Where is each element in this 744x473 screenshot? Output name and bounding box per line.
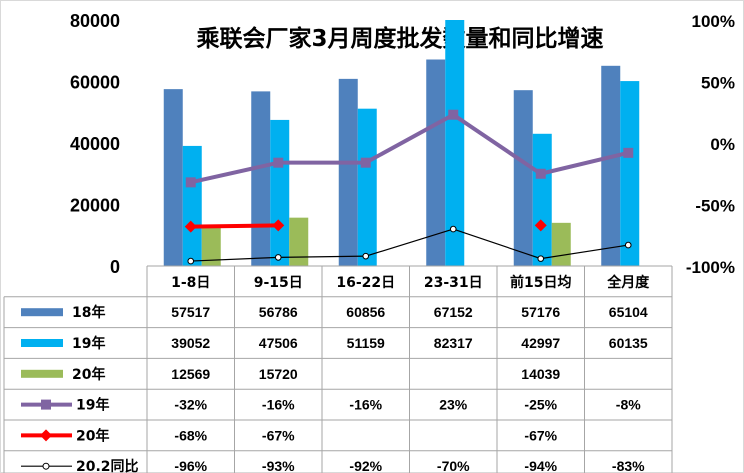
legend-marker-diamond — [40, 429, 52, 442]
line-series-1 — [190, 112, 629, 185]
bar-1-4 — [426, 59, 446, 266]
right-axis-tick: 100% — [692, 12, 735, 31]
marker-square — [273, 157, 284, 168]
table-cell: 12569 — [171, 366, 210, 382]
legend-marker-square — [41, 399, 51, 410]
bar-1-1 — [163, 89, 183, 266]
category-label: 1-8日 — [171, 275, 210, 291]
table-cell: -68% — [174, 427, 207, 443]
marker-circle — [362, 252, 370, 260]
table-cell: 56786 — [259, 304, 298, 320]
table-cell: 57176 — [521, 304, 560, 320]
category-label: 前15日均 — [510, 274, 571, 291]
bar-3-1 — [201, 227, 221, 266]
table-cell: -96% — [174, 458, 207, 473]
marker-diamond — [534, 219, 547, 232]
table-cell: 51159 — [347, 335, 385, 351]
table-cell: -25% — [524, 397, 557, 413]
legend-key-2 — [21, 339, 63, 347]
bar-1-2 — [251, 91, 271, 266]
table-cell: -93% — [262, 458, 295, 473]
marker-square — [535, 168, 546, 179]
table-cell: -16% — [349, 397, 382, 413]
chart-title: 乘联会厂家3月周度批发数量和同比增速 — [195, 25, 603, 52]
right-axis-tick: 0% — [710, 135, 735, 154]
table-cell: -67% — [262, 427, 295, 443]
marker-square — [623, 147, 634, 158]
bar-3-2 — [289, 217, 309, 266]
legend-label: 19年 — [72, 335, 105, 352]
legend-label: 20年 — [72, 366, 105, 383]
category-label: 全月度 — [606, 274, 650, 291]
table-cell: 23% — [439, 397, 468, 413]
bar-3-5 — [551, 222, 571, 266]
marker-square — [185, 177, 196, 188]
table-cell: 15720 — [259, 366, 298, 382]
left-axis-tick: 40000 — [70, 134, 120, 154]
marker-diamond — [272, 219, 285, 232]
table-cell: 82317 — [434, 335, 473, 351]
bar-2-4 — [445, 20, 465, 266]
table-cell: 47506 — [259, 335, 298, 351]
bar-2-1 — [182, 145, 202, 266]
marker-circle — [274, 254, 282, 261]
line-series-2 — [190, 223, 279, 229]
table-cell: -8% — [616, 397, 641, 413]
bar-1-6 — [601, 65, 621, 266]
legend-marker-circle — [42, 462, 50, 470]
right-axis-tick: -50% — [695, 197, 735, 216]
table-cell: 60856 — [346, 304, 385, 320]
marker-circle — [187, 257, 195, 265]
bar-2-6 — [620, 81, 640, 267]
table-cell: -32% — [174, 397, 207, 413]
bar-2-5 — [532, 133, 552, 266]
category-label: 16-22日 — [336, 275, 395, 291]
table-cell: 39052 — [171, 335, 210, 351]
legend-label: 20年 — [76, 427, 109, 444]
bar-marks — [163, 20, 640, 267]
right-axis-tick: 50% — [701, 74, 735, 93]
bar-1-3 — [338, 78, 358, 266]
table-cell: -83% — [612, 458, 645, 473]
axes: 0 20000 40000 60000 80000 -100% -50% 0% 50% 100% — [70, 11, 735, 277]
marker-circle — [449, 225, 457, 233]
right-axis-tick: -100% — [686, 258, 735, 277]
left-axis-tick: 60000 — [70, 73, 120, 93]
bar-2-3 — [357, 108, 377, 267]
table-cell: 65104 — [609, 304, 648, 320]
table-cell: 57517 — [171, 304, 210, 320]
table-cell: -67% — [524, 427, 557, 443]
table-cell: -16% — [262, 397, 295, 413]
marker-circle — [624, 241, 632, 249]
marker-square — [448, 109, 459, 120]
table-cell: 67152 — [434, 304, 473, 320]
bar-1-5 — [513, 90, 533, 266]
legend-label: 18年 — [72, 304, 105, 321]
table-cell: -70% — [437, 458, 470, 473]
legend-key-1 — [21, 308, 63, 317]
marker-diamond — [184, 220, 197, 233]
table-cell: 14039 — [521, 366, 560, 382]
legend-key-3 — [21, 369, 63, 378]
category-label: 23-31日 — [424, 275, 483, 291]
bar-2-2 — [270, 119, 290, 266]
left-axis-tick: 80000 — [70, 11, 120, 31]
line-marks — [184, 109, 634, 265]
left-axis-tick: 20000 — [70, 196, 120, 216]
marker-circle — [537, 255, 545, 262]
table-cell: 42997 — [521, 335, 560, 351]
table-cell: 60135 — [609, 335, 648, 351]
marker-square — [360, 157, 371, 168]
category-label: 9-15日 — [254, 275, 303, 291]
line-series-3 — [190, 228, 629, 262]
table-cell: -94% — [524, 458, 557, 473]
table-cell: -92% — [349, 458, 382, 473]
data-table: 1-8日 9-15日 16-22日 23-31日 前15日均 全月度 18年 57517 567… — [3, 265, 673, 473]
left-axis-tick: 0 — [110, 257, 120, 277]
legend-label: 20.2同比 — [76, 458, 139, 473]
legend-label: 19年 — [76, 397, 109, 414]
